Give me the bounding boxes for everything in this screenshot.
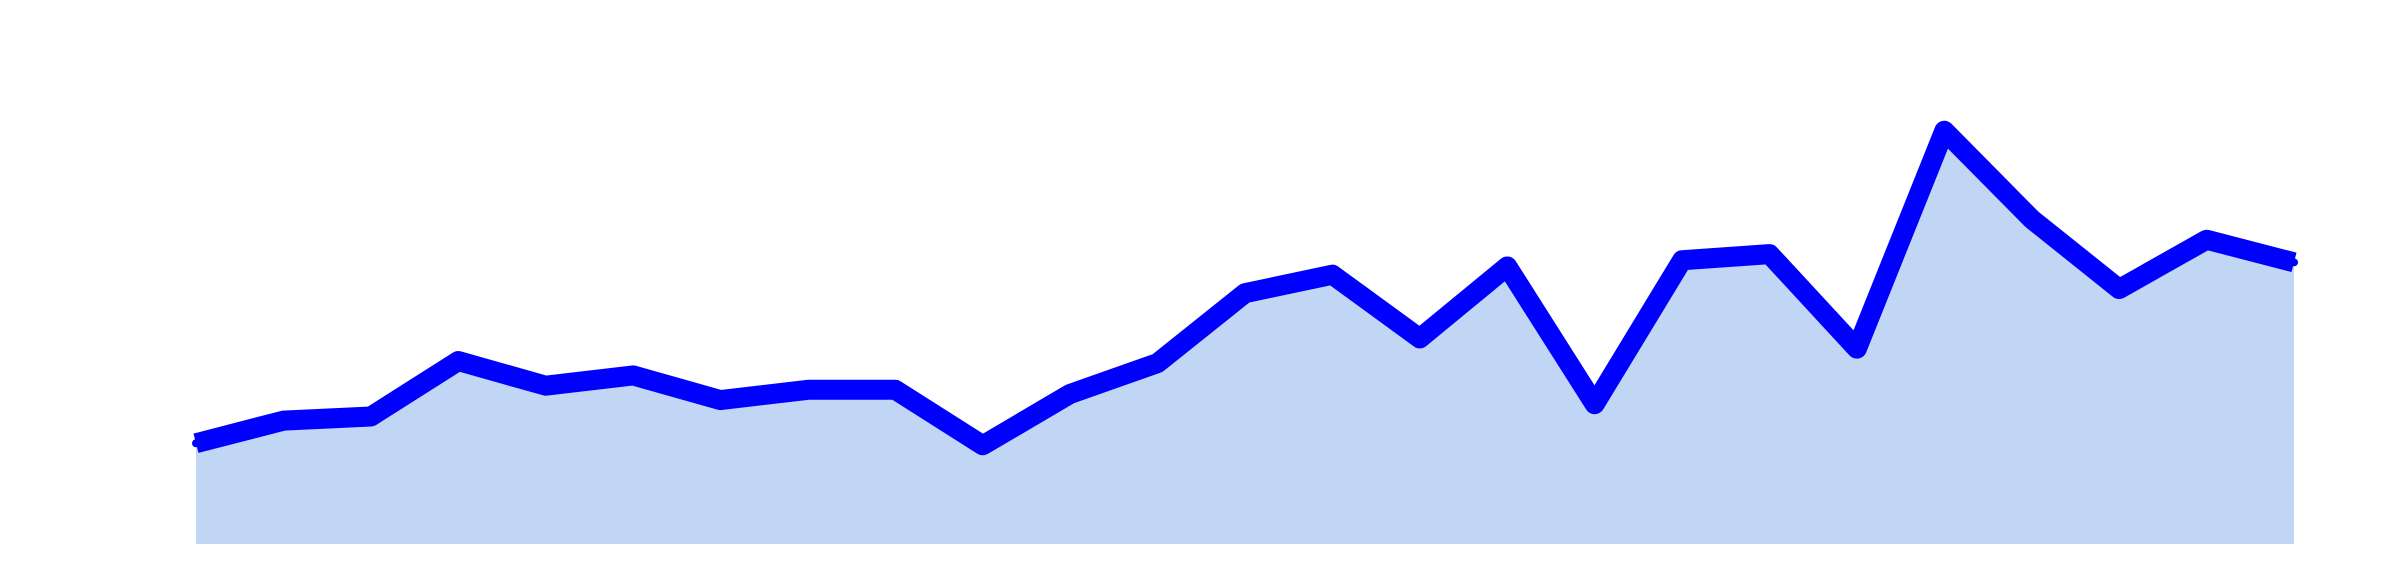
data-point-20 <box>1852 344 1861 353</box>
data-point-15 <box>1415 334 1424 343</box>
data-point-9 <box>891 385 900 394</box>
data-point-23 <box>2115 285 2124 294</box>
data-point-layer <box>192 126 2298 450</box>
data-point-8 <box>803 385 812 394</box>
data-point-16 <box>1503 262 1512 271</box>
data-point-11 <box>1066 389 1075 398</box>
data-point-1 <box>192 439 200 448</box>
area-fill-series-1 <box>196 130 2294 544</box>
data-point-22 <box>2027 215 2036 224</box>
data-point-19 <box>1765 250 1774 259</box>
data-point-14 <box>1328 270 1337 279</box>
data-point-10 <box>978 441 987 450</box>
data-point-5 <box>541 381 550 390</box>
data-point-25 <box>2290 258 2298 267</box>
data-point-12 <box>1153 359 1162 368</box>
data-point-7 <box>716 396 725 405</box>
area-fill-layer <box>196 130 2294 544</box>
data-point-24 <box>2202 235 2211 244</box>
data-point-3 <box>366 412 375 421</box>
data-point-6 <box>629 371 638 380</box>
data-point-13 <box>1241 289 1249 298</box>
data-point-17 <box>1590 400 1599 409</box>
data-point-2 <box>279 416 288 425</box>
data-point-18 <box>1678 256 1687 265</box>
data-point-4 <box>454 357 463 366</box>
data-point-21 <box>1940 126 1949 135</box>
